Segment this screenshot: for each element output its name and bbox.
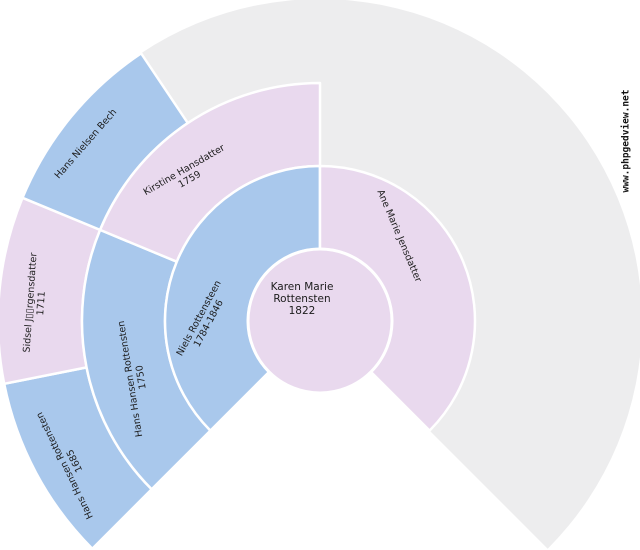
phpgedview-watermark: www.phpgedview.net [620,89,632,193]
fan-center-circle[interactable] [246,247,394,395]
